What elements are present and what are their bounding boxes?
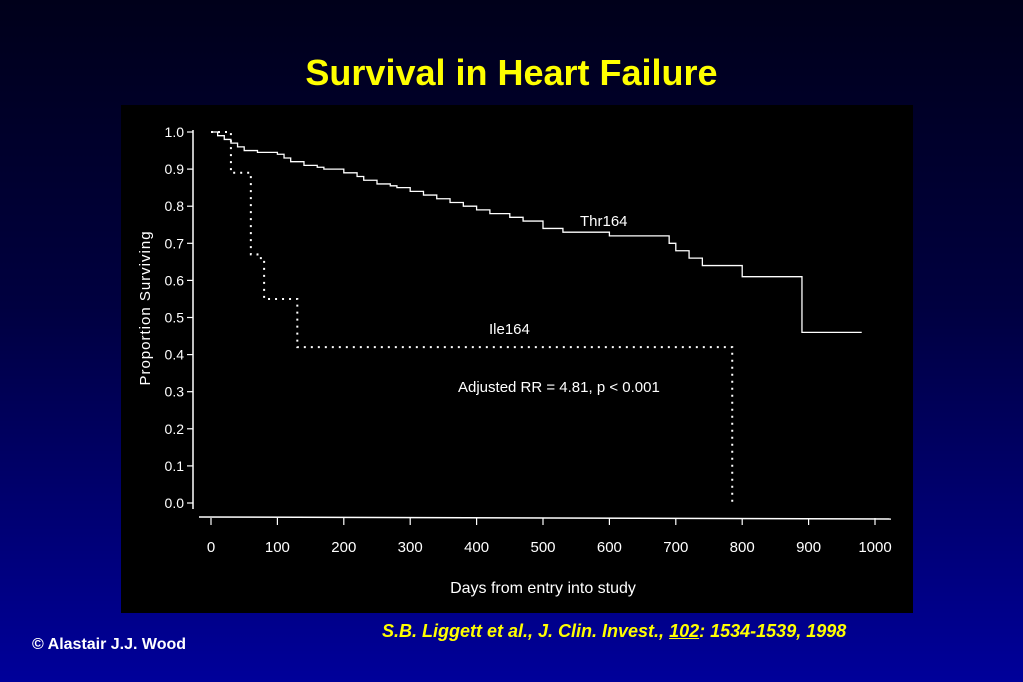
x-tick-label: 300 xyxy=(398,539,423,556)
series-layer xyxy=(211,131,862,503)
x-tick-label: 500 xyxy=(530,539,555,556)
series-line-thr164 xyxy=(211,131,862,333)
x-tick-label: 400 xyxy=(464,539,489,556)
y-axis-label: Proportion Surviving xyxy=(137,230,154,385)
x-tick-label: 100 xyxy=(265,539,290,556)
x-tick-label: 700 xyxy=(663,539,688,556)
y-tick-label: 0.3 xyxy=(165,384,185,400)
citation-pages: : 1534-1539, 1998 xyxy=(699,621,847,641)
series-line-ile164 xyxy=(211,131,734,503)
chart-axes xyxy=(192,130,892,520)
y-tick-label: 0.2 xyxy=(165,421,185,437)
x-tick-label: 900 xyxy=(796,539,821,556)
citation-authors: S.B. Liggett et al., J. Clin. Invest., xyxy=(382,621,665,641)
x-tick-label: 800 xyxy=(730,539,755,556)
x-tick-label: 600 xyxy=(597,539,622,556)
y-tick-label: 0.9 xyxy=(165,161,185,177)
y-tick-label: 1.0 xyxy=(165,124,185,140)
y-tick-label: 0.0 xyxy=(165,495,185,511)
x-tick-label: 1000 xyxy=(858,539,891,556)
series-label-ile164: Ile164 xyxy=(489,321,530,338)
y-ticks: 0.0 0.1 0.2 0.3 0.4 0.5 0.6 0.7 0.8 0.9 1.0 xyxy=(165,124,193,511)
x-ticks: 0 100 200 300 400 500 600 700 800 900 1000 xyxy=(207,518,892,556)
x-axis-label: Days from entry into study xyxy=(450,580,636,597)
chart-annotation: Adjusted RR = 4.81, p < 0.001 xyxy=(458,379,660,396)
y-tick-label: 0.1 xyxy=(165,458,185,474)
series-label-thr164: Thr164 xyxy=(580,213,628,230)
y-tick-label: 0.7 xyxy=(165,235,185,251)
chart-panel: 0.0 0.1 0.2 0.3 0.4 0.5 0.6 0.7 0.8 0.9 1.0 0 100 20… xyxy=(121,105,913,613)
slide-title: Survival in Heart Failure xyxy=(305,52,718,93)
y-tick-label: 0.6 xyxy=(165,272,185,288)
x-tick-label: 0 xyxy=(207,539,215,556)
y-tick-label: 0.5 xyxy=(165,310,185,326)
citation-volume: 102 xyxy=(669,621,700,641)
y-tick-label: 0.4 xyxy=(165,347,185,363)
copyright: © Alastair J.J. Wood xyxy=(32,636,187,653)
citation: S.B. Liggett et al., J. Clin. Invest., 1… xyxy=(382,621,846,642)
x-axis-line xyxy=(198,516,892,520)
survival-chart: 0.0 0.1 0.2 0.3 0.4 0.5 0.6 0.7 0.8 0.9 1.0 0 100 20… xyxy=(137,124,892,597)
x-tick-label: 200 xyxy=(331,539,356,556)
y-tick-label: 0.8 xyxy=(165,198,185,214)
